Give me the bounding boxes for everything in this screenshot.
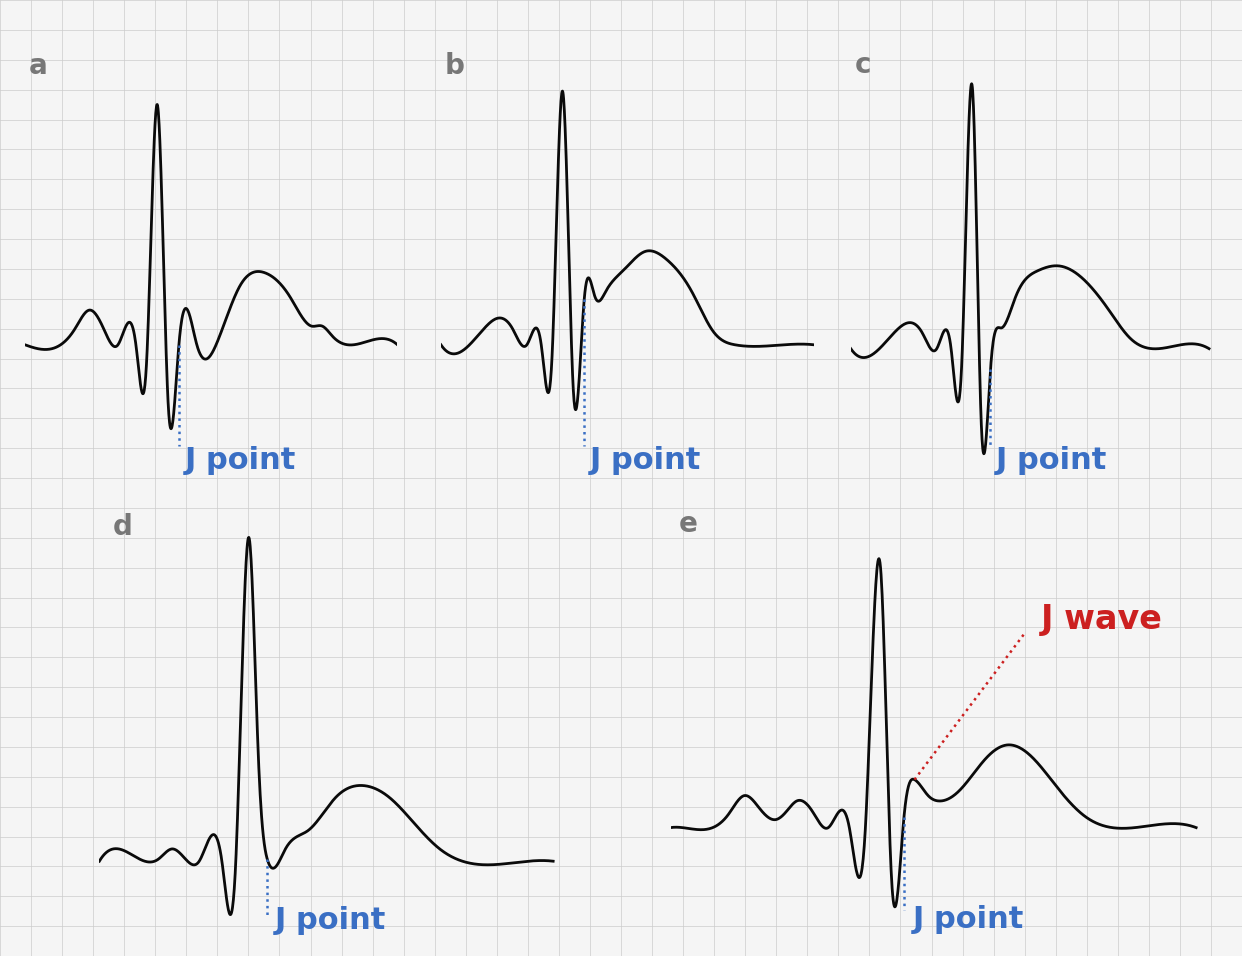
Text: J point: J point [913, 905, 1023, 934]
Text: b: b [445, 52, 465, 79]
Text: J point: J point [996, 446, 1108, 475]
Text: e: e [679, 511, 698, 538]
Text: J point: J point [274, 906, 386, 935]
Text: a: a [29, 52, 47, 79]
Text: J wave: J wave [1041, 603, 1163, 637]
Text: d: d [113, 513, 133, 541]
Text: c: c [854, 52, 871, 79]
Text: J point: J point [185, 446, 296, 475]
Text: J point: J point [590, 446, 702, 475]
